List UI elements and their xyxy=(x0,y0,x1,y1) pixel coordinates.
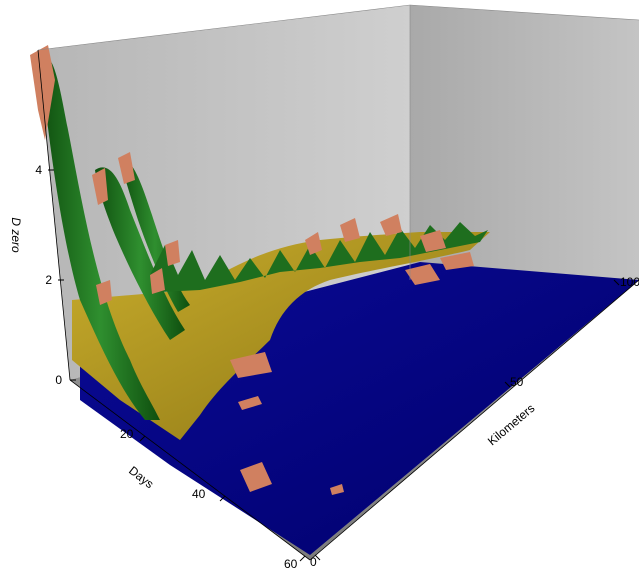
x-tick-20 xyxy=(139,435,146,442)
z-tick-label: 0 xyxy=(55,373,62,387)
z-axis: 0 2 4 D zero xyxy=(9,49,76,387)
y-axis-title: Kilometers xyxy=(485,401,537,448)
surface-upper-ridge-1 xyxy=(40,54,160,421)
x-tick-40 xyxy=(219,495,226,502)
y-tick-50 xyxy=(504,381,511,388)
x-tick-60 xyxy=(299,555,306,562)
right-wall xyxy=(410,5,639,280)
surface-highlights xyxy=(30,45,474,495)
y-tick-label: 50 xyxy=(510,375,524,389)
y-tick-label: 100 xyxy=(620,275,639,289)
surface-upper-waves xyxy=(150,222,488,292)
left-wall xyxy=(38,5,410,380)
y-tick-100 xyxy=(613,279,620,286)
x-axis-title: Days xyxy=(126,463,156,491)
x-tick-label: 60 xyxy=(284,557,298,571)
surface-upper-ridge-2 xyxy=(95,167,185,340)
z-tick-label: 2 xyxy=(45,273,52,287)
y-tick-0 xyxy=(314,554,321,561)
z-axis-title: D zero xyxy=(9,217,23,253)
box-edges xyxy=(37,4,639,280)
x-tick-label: 20 xyxy=(120,427,134,441)
z-tick-label: 4 xyxy=(35,163,42,177)
x-tick-label: 40 xyxy=(192,487,206,501)
surface-middle xyxy=(72,232,490,440)
y-tick-label: 0 xyxy=(310,555,317,569)
